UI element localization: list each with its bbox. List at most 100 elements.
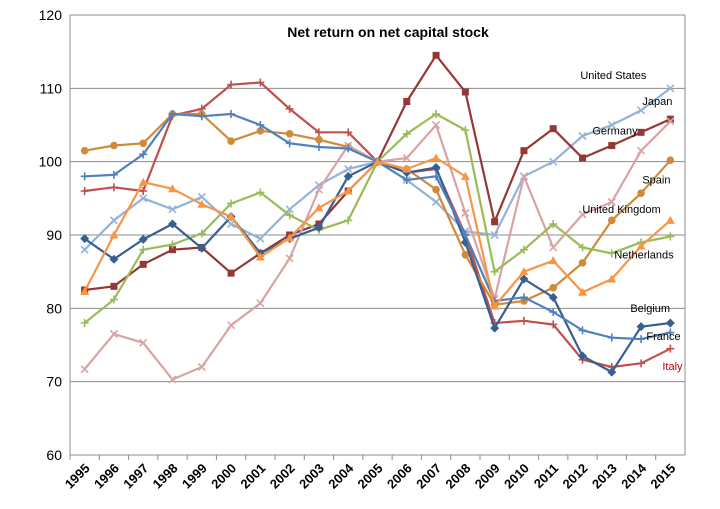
data-point [578, 351, 587, 361]
data-point [255, 252, 265, 261]
data-point [637, 146, 646, 155]
data-point [138, 234, 148, 244]
data-point [80, 286, 90, 295]
data-point [197, 112, 206, 121]
data-point [343, 171, 353, 181]
data-point [168, 219, 177, 229]
data-point [168, 205, 177, 214]
data-point [432, 172, 441, 181]
data-point [578, 243, 587, 252]
data-point [578, 287, 587, 296]
x-tick-label: 2000 [208, 461, 239, 492]
y-axis: 60 70 80 90 100 110 120 [39, 7, 63, 463]
data-point [197, 229, 206, 238]
data-point [169, 246, 176, 254]
y-tick-label: 70 [46, 374, 62, 390]
data-point [461, 126, 470, 135]
data-point [637, 106, 646, 115]
data-point [256, 121, 265, 129]
data-point [578, 326, 587, 335]
x-tick-label: 2014 [618, 460, 650, 492]
data-point [519, 245, 528, 254]
x-tick-label: 2005 [355, 461, 386, 492]
series-label: France [646, 331, 680, 343]
series-8 [80, 153, 675, 310]
data-point [139, 245, 148, 254]
data-point [549, 157, 558, 166]
data-point [549, 308, 558, 316]
data-point [80, 187, 89, 195]
data-point [666, 344, 675, 353]
data-point [402, 164, 412, 173]
series-0 [80, 84, 675, 254]
data-point [461, 88, 469, 96]
x-tick-label: 2015 [647, 461, 678, 492]
data-point [637, 359, 646, 368]
data-point [636, 241, 646, 250]
x-tick-label: 2009 [472, 461, 503, 492]
series-line [84, 54, 671, 292]
data-point [432, 197, 441, 207]
data-point [344, 216, 353, 225]
data-point [608, 142, 616, 150]
data-point [607, 274, 617, 283]
data-point [519, 274, 529, 284]
data-point [490, 301, 500, 310]
x-tick-label: 1995 [62, 461, 93, 492]
data-point [520, 147, 528, 155]
data-point [666, 328, 675, 337]
data-point [431, 153, 441, 162]
x-tick-label: 2003 [296, 461, 327, 492]
data-point [548, 292, 558, 302]
data-point [607, 197, 616, 207]
data-point [665, 318, 675, 328]
data-point [637, 335, 646, 344]
x-tick-label: 2010 [501, 461, 532, 492]
data-point [80, 146, 89, 155]
data-point [549, 284, 558, 292]
data-point [139, 194, 148, 203]
data-point [227, 137, 235, 145]
x-tick-label: 2007 [413, 461, 444, 492]
data-point [227, 80, 236, 89]
data-point [109, 170, 118, 179]
data-point [138, 177, 148, 186]
data-point [403, 98, 411, 106]
data-point [80, 319, 89, 327]
data-point [519, 172, 528, 181]
y-tick-label: 120 [39, 7, 63, 23]
data-point [548, 256, 558, 265]
data-point [432, 110, 441, 118]
data-point [607, 216, 616, 225]
data-point [373, 157, 382, 166]
data-point [168, 184, 177, 193]
chart-title: Net return on net capital stock [287, 24, 489, 40]
data-point [109, 295, 118, 304]
data-point [80, 245, 89, 254]
data-point [227, 321, 236, 330]
data-point [315, 135, 323, 144]
data-point [666, 232, 675, 241]
data-point [139, 139, 148, 148]
data-point [490, 323, 500, 333]
data-point [285, 254, 294, 263]
data-point [256, 234, 265, 243]
data-point [110, 141, 118, 150]
data-point [519, 316, 528, 325]
x-tick-label: 1997 [120, 461, 151, 492]
series-label: Netherlands [614, 249, 674, 261]
data-point [227, 269, 235, 277]
data-point [168, 240, 177, 249]
data-point [314, 203, 324, 212]
data-point [549, 320, 558, 329]
data-point [461, 231, 470, 239]
data-point [109, 216, 118, 225]
series-label: Japan [642, 96, 672, 108]
data-point [285, 211, 294, 220]
data-point [344, 128, 353, 137]
series-label: Belgium [630, 303, 670, 315]
data-point [168, 110, 177, 118]
data-point [197, 192, 206, 201]
y-tick-label: 60 [46, 447, 62, 463]
